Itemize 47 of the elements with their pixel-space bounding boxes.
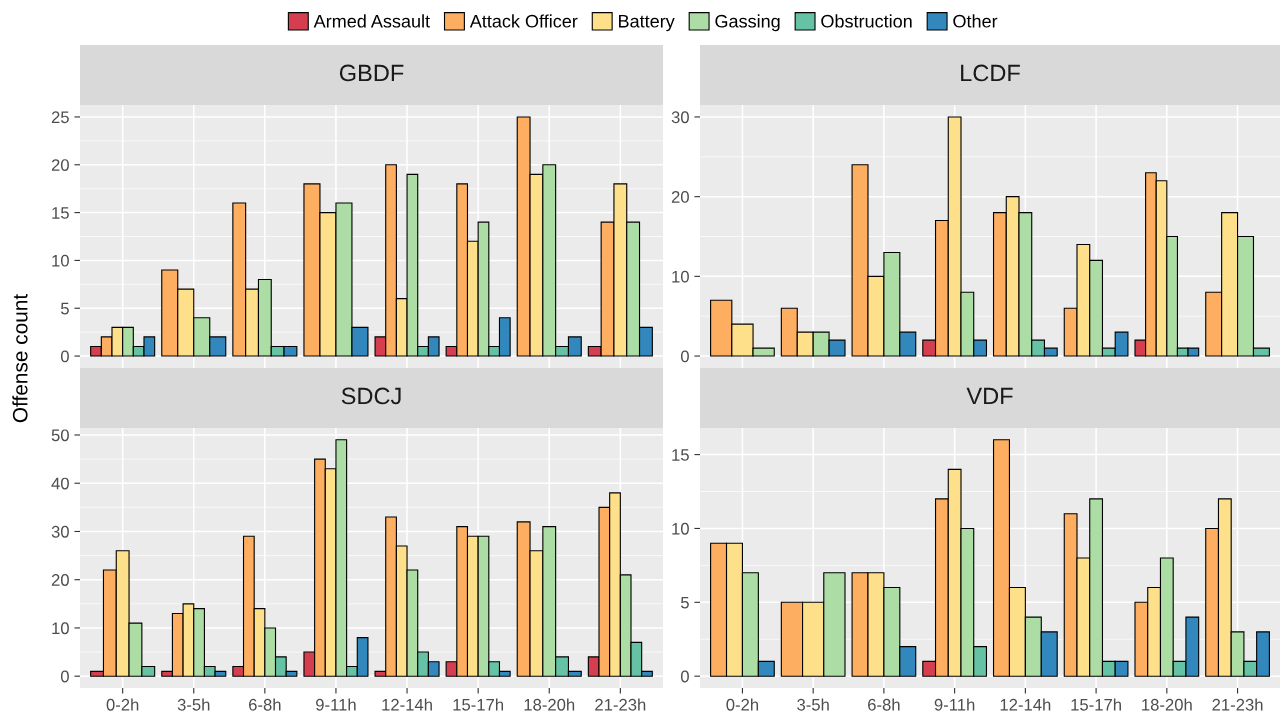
legend-label: Gassing xyxy=(715,14,780,32)
y-tick-label: 20 xyxy=(51,574,69,586)
y-tick-label: 15 xyxy=(672,449,689,461)
x-tick-label: 18-20h xyxy=(1142,698,1192,711)
y-tick-label: 30 xyxy=(671,111,689,124)
y-tick-label: 5 xyxy=(60,302,69,315)
chart-title: VDF xyxy=(966,387,1013,405)
y-tick-label: 25 xyxy=(51,111,69,124)
x-tick-label: 12-14h xyxy=(382,698,432,711)
y-axis-title: Offense count xyxy=(12,293,28,423)
x-tick-label: 3-5h xyxy=(177,698,210,711)
x-tick-label: 6-8h xyxy=(868,698,900,711)
y-tick-label: 10 xyxy=(52,622,69,635)
y-tick-label: 0 xyxy=(680,670,689,683)
legend-label: Attack Officer xyxy=(469,14,578,28)
y-tick-label: 5 xyxy=(680,596,689,609)
x-tick-label: 21-23h xyxy=(595,698,646,711)
legend-label: Other xyxy=(953,14,998,28)
y-tick-label: 15 xyxy=(52,207,69,219)
y-tick-label: 20 xyxy=(51,159,69,171)
chart-title: LCDF xyxy=(961,64,1020,82)
x-tick-label: 0-2h xyxy=(726,698,759,711)
x-tick-label: 9-11h xyxy=(934,698,975,711)
x-tick-label: 21-23h xyxy=(1212,698,1263,711)
legend-label: Armed Assault xyxy=(313,14,430,28)
legend-label: Obstruction xyxy=(821,14,912,28)
x-tick-label: 3-5h xyxy=(797,698,829,711)
y-tick-label: 0 xyxy=(60,350,69,363)
x-tick-label: 15-17h xyxy=(1071,698,1121,711)
chart-title: SDCJ xyxy=(341,387,401,405)
y-tick-label: 20 xyxy=(671,191,689,203)
x-tick-label: 6-8h xyxy=(249,698,281,711)
x-tick-label: 12-14h xyxy=(1000,698,1051,711)
x-tick-label: 0-2h xyxy=(106,698,139,711)
y-tick-label: 50 xyxy=(51,429,69,442)
y-tick-label: 30 xyxy=(51,525,69,538)
x-tick-label: 9-11h xyxy=(316,698,356,711)
x-tick-label: 15-17h xyxy=(453,698,504,711)
y-tick-label: 10 xyxy=(672,522,689,535)
x-tick-label: 18-20h xyxy=(524,698,575,711)
y-tick-label: 10 xyxy=(52,254,69,267)
legend-label: Battery xyxy=(619,15,675,32)
y-tick-label: 0 xyxy=(60,670,69,683)
y-tick-label: 0 xyxy=(680,350,689,363)
chart-title: GBDF xyxy=(339,64,404,82)
y-tick-label: 40 xyxy=(51,477,69,490)
y-tick-label: 10 xyxy=(672,270,689,283)
